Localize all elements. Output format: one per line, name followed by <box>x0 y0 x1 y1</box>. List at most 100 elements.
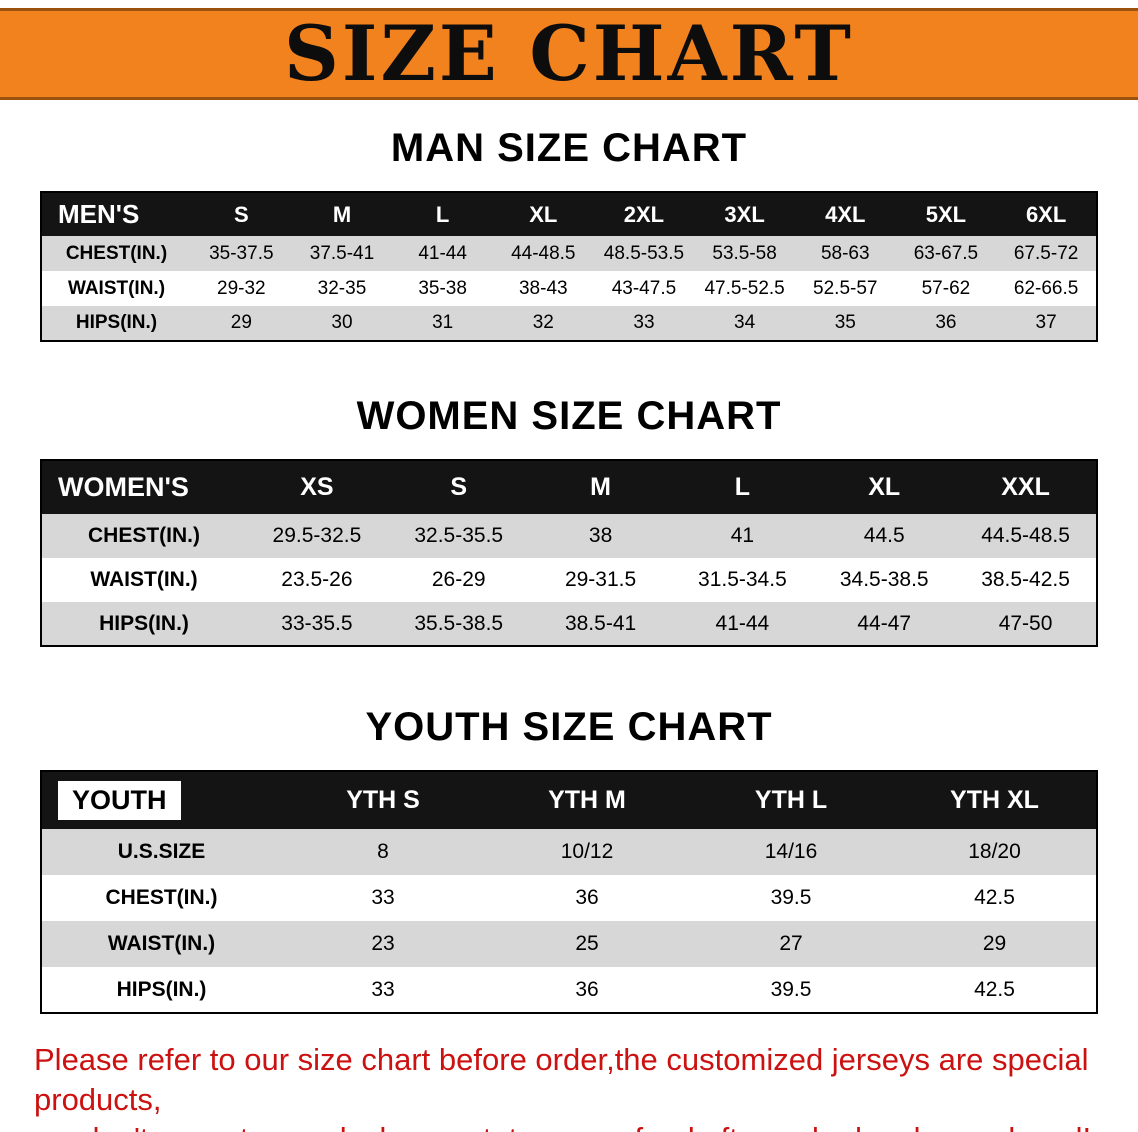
measurement-value: 25 <box>575 932 599 955</box>
measurement-value: 37.5-41 <box>309 242 375 264</box>
measurement-value: 36 <box>575 977 599 1001</box>
table-row: CHEST(IN.) 33 36 39.5 42.5 <box>41 875 1097 921</box>
mens-size-table: MEN'S S M L XL 2XL 3XL 4XL 5XL 6XL CHEST(IN.) 35-37… <box>40 191 1098 342</box>
size-header-cell: 6XL <box>996 192 1097 236</box>
measurement-value: 63-67.5 <box>913 242 979 264</box>
measurement-value: 41 <box>730 524 755 547</box>
measurement-value: 42.5 <box>974 886 1015 909</box>
table-row: CHEST(IN.) 29.5-32.5 32.5-35.5 38 41 44.5 44.5… <box>41 514 1097 558</box>
size-chart-banner: SIZE CHART <box>0 8 1138 100</box>
table-title-cell: WOMEN'S <box>41 460 246 514</box>
measurement-value: 52.5-57 <box>813 277 878 299</box>
table-title-cell: YOUTH <box>41 771 281 829</box>
measurement-value: 39.5 <box>770 977 812 1001</box>
measurement-value: 32-35 <box>317 277 367 299</box>
size-header-cell: S <box>387 460 530 514</box>
measurement-value: 23 <box>371 932 395 955</box>
table-title: WOMEN'S <box>58 472 189 502</box>
table-row: WAIST(IN.) 29-32 32-35 35-38 38-43 43-47.5 47.… <box>41 271 1097 306</box>
measurement-label: WAIST(IN.) <box>90 568 198 591</box>
measurement-value: 57-62 <box>921 277 971 299</box>
size-header-cell: M <box>291 192 393 236</box>
measurement-value: 26-29 <box>431 568 486 591</box>
measurement-value: 33 <box>371 886 395 909</box>
measurement-value: 38 <box>588 524 613 547</box>
measurement-value: 33 <box>633 312 655 333</box>
size-header-cell: YTH M <box>485 771 689 829</box>
measurement-value: 8 <box>377 840 389 863</box>
size-header-cell: 4XL <box>794 192 896 236</box>
measurement-value: 29 <box>230 312 252 333</box>
measurement-value: 31.5-34.5 <box>698 568 787 591</box>
table-row: HIPS(IN.) 29 30 31 32 33 34 35 36 37 <box>41 306 1097 341</box>
size-header-cell: 2XL <box>593 192 695 236</box>
measurement-value: 32.5-35.5 <box>414 524 504 547</box>
disclaimer-text: Please refer to our size chart before or… <box>34 1040 1138 1132</box>
table-row: U.S.SIZE 8 10/12 14/16 18/20 <box>41 829 1097 875</box>
size-header-cell: YTH L <box>689 771 893 829</box>
measurement-label: HIPS(IN.) <box>116 977 207 1001</box>
disclaimer-line: we don't accept cancel, change, teturn o… <box>34 1119 1138 1132</box>
measurement-value: 47.5-52.5 <box>704 277 785 299</box>
measurement-value: 36 <box>575 886 599 909</box>
measurement-value: 43-47.5 <box>611 277 677 299</box>
measurement-label: CHEST(IN.) <box>65 242 168 264</box>
youth-chart-heading: YOUTH SIZE CHART <box>365 705 773 749</box>
measurement-value: 47-50 <box>998 611 1053 635</box>
size-header-cell: L <box>671 460 814 514</box>
measurement-label: U.S.SIZE <box>117 840 206 863</box>
measurement-value: 36 <box>935 312 957 333</box>
measurement-value: 23.5-26 <box>281 568 353 591</box>
size-header-cell: 3XL <box>694 192 795 236</box>
measurement-value: 37 <box>1035 312 1057 333</box>
measurement-value: 14/16 <box>764 840 818 863</box>
size-header-cell: XL <box>492 192 594 236</box>
measurement-value: 35.5-38.5 <box>414 611 504 635</box>
measurement-value: 34.5-38.5 <box>839 568 929 591</box>
measurement-value: 30 <box>331 312 353 333</box>
size-header-cell: XL <box>813 460 956 514</box>
measurement-value: 35-37.5 <box>209 242 274 264</box>
measurement-label: CHEST(IN.) <box>88 524 200 547</box>
size-header-cell: YTH XL <box>893 771 1097 829</box>
banner-title: SIZE CHART <box>284 9 854 98</box>
size-header-cell: M <box>529 460 672 514</box>
measurement-value: 44-48.5 <box>511 242 576 264</box>
measurement-label: WAIST(IN.) <box>67 277 166 299</box>
measurement-value: 35-38 <box>418 277 467 299</box>
table-row: HIPS(IN.) 33 36 39.5 42.5 <box>41 967 1097 1013</box>
measurement-value: 32 <box>532 312 554 333</box>
measurement-value: 62-66.5 <box>1013 277 1079 299</box>
measurement-value: 29.5-32.5 <box>272 524 362 547</box>
table-title: MEN'S <box>58 199 140 229</box>
measurement-label: WAIST(IN.) <box>107 932 216 955</box>
measurement-value: 38.5-42.5 <box>981 568 1070 591</box>
table-row: WAIST(IN.) 23.5-26 26-29 29-31.5 31.5-34.5 34… <box>41 558 1097 602</box>
mens-chart-heading: MAN SIZE CHART <box>390 126 748 170</box>
disclaimer-line: Please refer to our size chart before or… <box>34 1042 1089 1117</box>
womens-size-table: WOMEN'S XS S M L XL XXL CHEST(IN.) 29.5-32.5 32.5… <box>40 459 1098 647</box>
size-header-cell: YTH S <box>281 771 485 829</box>
table-title: YOUTH <box>58 781 181 820</box>
measurement-value: 29-31.5 <box>564 568 637 591</box>
measurement-value: 10/12 <box>560 840 614 863</box>
measurement-value: 18/20 <box>968 840 1021 863</box>
size-header-cell: L <box>392 192 493 236</box>
measurement-label: HIPS(IN.) <box>75 312 158 333</box>
size-header-cell: 5XL <box>895 192 997 236</box>
size-header-cell: XS <box>246 460 388 514</box>
measurement-value: 42.5 <box>974 977 1015 1001</box>
womens-chart-heading: WOMEN SIZE CHART <box>356 394 782 438</box>
measurement-value: 44.5 <box>863 524 905 547</box>
measurement-label: HIPS(IN.) <box>99 611 189 635</box>
measurement-value: 38-43 <box>518 277 568 299</box>
measurement-value: 44-47 <box>857 611 912 635</box>
measurement-value: 27 <box>779 932 803 955</box>
measurement-value: 48.5-53.5 <box>603 242 685 264</box>
youth-size-table: YOUTH YTH S YTH M YTH L YTH XL U.S.SIZE 8 10/12… <box>40 770 1098 1014</box>
measurement-value: 38.5-41 <box>564 611 637 635</box>
measurement-value: 44.5-48.5 <box>981 524 1070 547</box>
size-header-cell: XXL <box>955 460 1097 514</box>
table-title-cell: MEN'S <box>41 192 191 236</box>
measurement-value: 29-32 <box>217 277 266 299</box>
